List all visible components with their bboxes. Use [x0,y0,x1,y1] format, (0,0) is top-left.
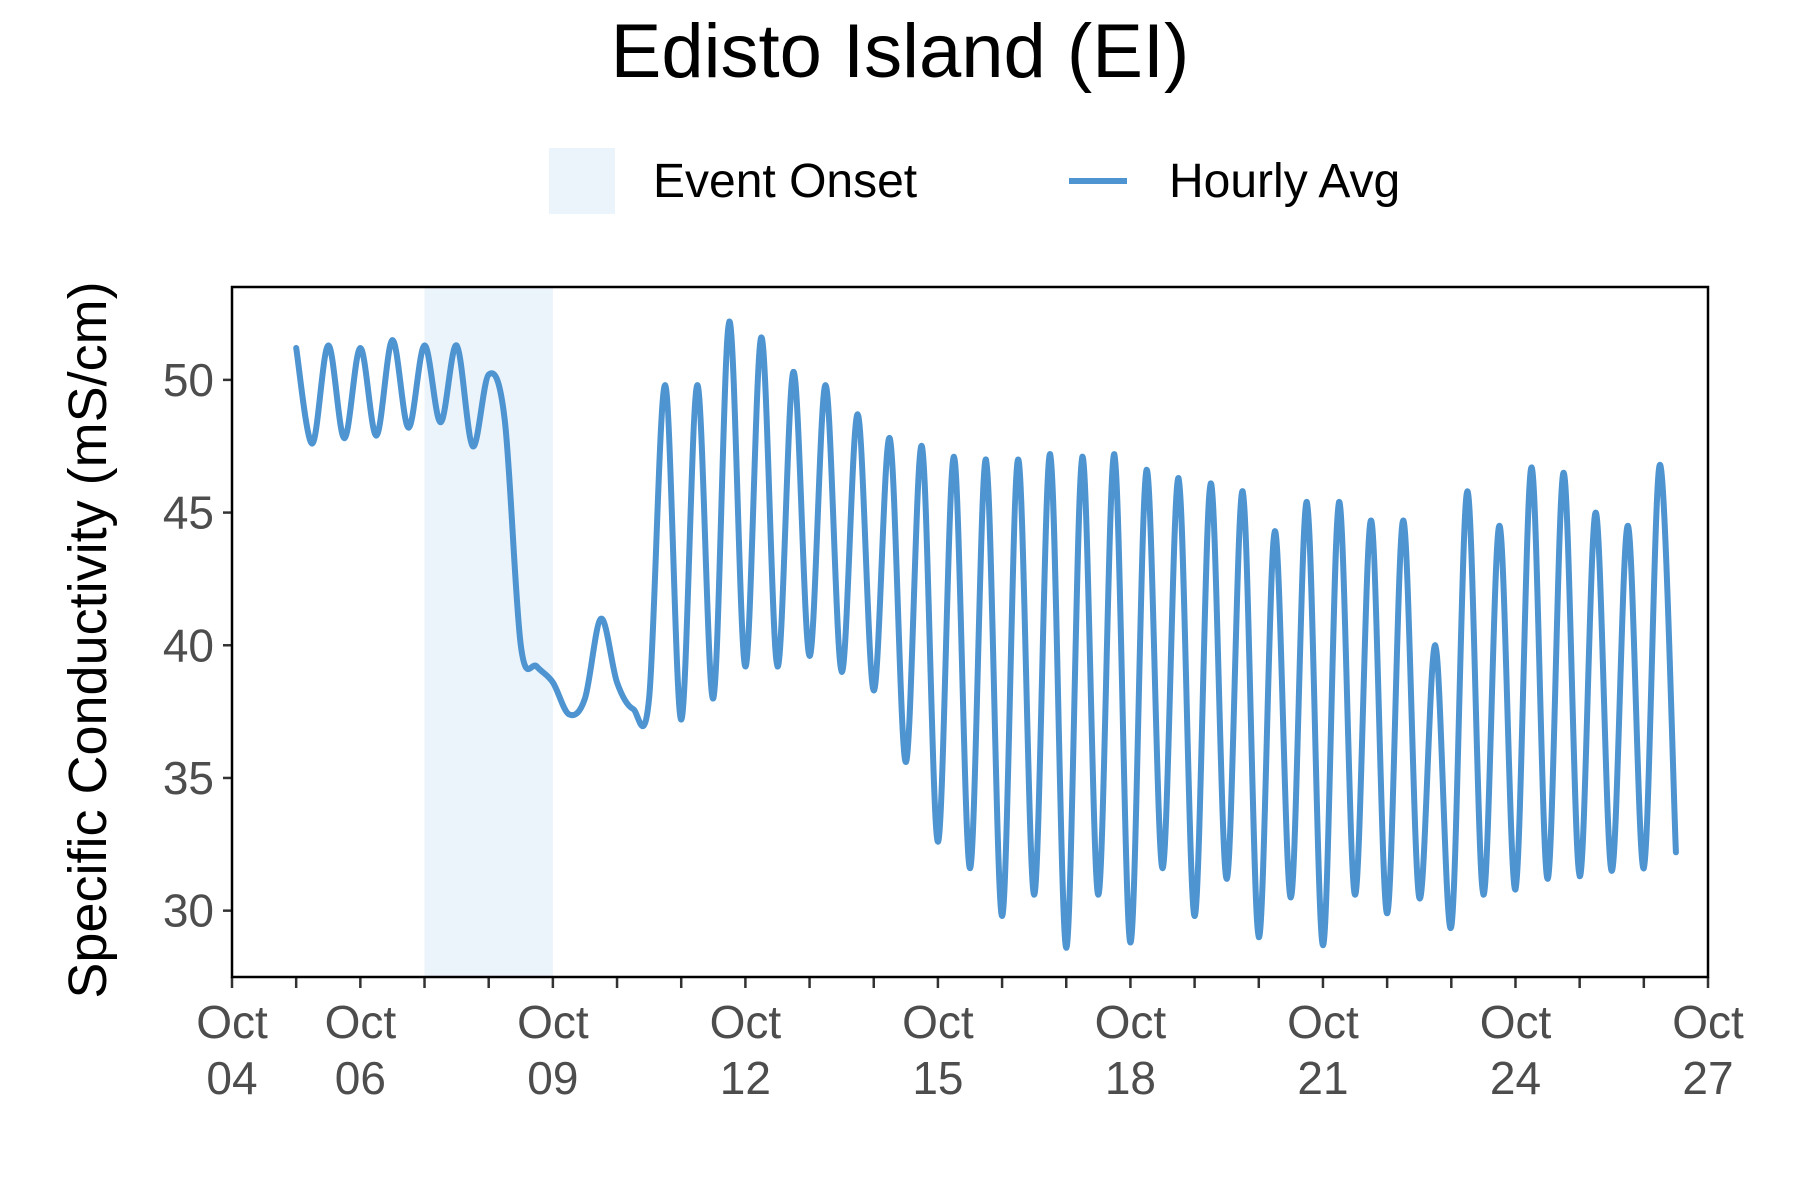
y-tick-label: 45 [163,487,214,539]
x-tick-label: Oct 27 [1672,996,1744,1104]
x-tick-label: Oct 06 [325,996,397,1104]
x-axis-ticks: Oct 04 Oct 06 Oct 09 Oct 12 Oct 15 Oct 18 Oct 21 Oct 24… [196,977,1744,1104]
y-axis-ticks: 30 35 40 45 50 [163,354,232,937]
legend-label-hourly-avg: Hourly Avg [1169,154,1401,208]
chart-title: Edisto Island (EI) [610,9,1190,94]
y-tick-label: 50 [163,354,214,406]
x-tick-label: Oct 12 [710,996,782,1104]
event-onset-swatch [549,148,615,214]
panel-border [230,285,1710,979]
y-tick-label: 30 [163,885,214,937]
hourly-avg-line [293,318,1679,951]
legend-label-event-onset: Event Onset [653,154,918,208]
x-tick-label: Oct 04 [196,996,268,1104]
x-tick-label: Oct 09 [517,996,589,1104]
x-tick-label: Oct 24 [1480,996,1552,1104]
y-tick-label: 35 [163,752,214,804]
legend: Event Onset Hourly Avg [549,148,1449,214]
y-tick-label: 40 [163,619,214,671]
event-onset-band [424,287,553,977]
x-tick-label: Oct 21 [1287,996,1359,1104]
x-tick-label: Oct 15 [902,996,974,1104]
x-tick-label: Oct 18 [1095,996,1167,1104]
hourly-avg-swatch [1065,148,1131,214]
legend-item-event-onset: Event Onset [549,148,917,214]
legend-item-hourly-avg: Hourly Avg [1065,148,1400,214]
